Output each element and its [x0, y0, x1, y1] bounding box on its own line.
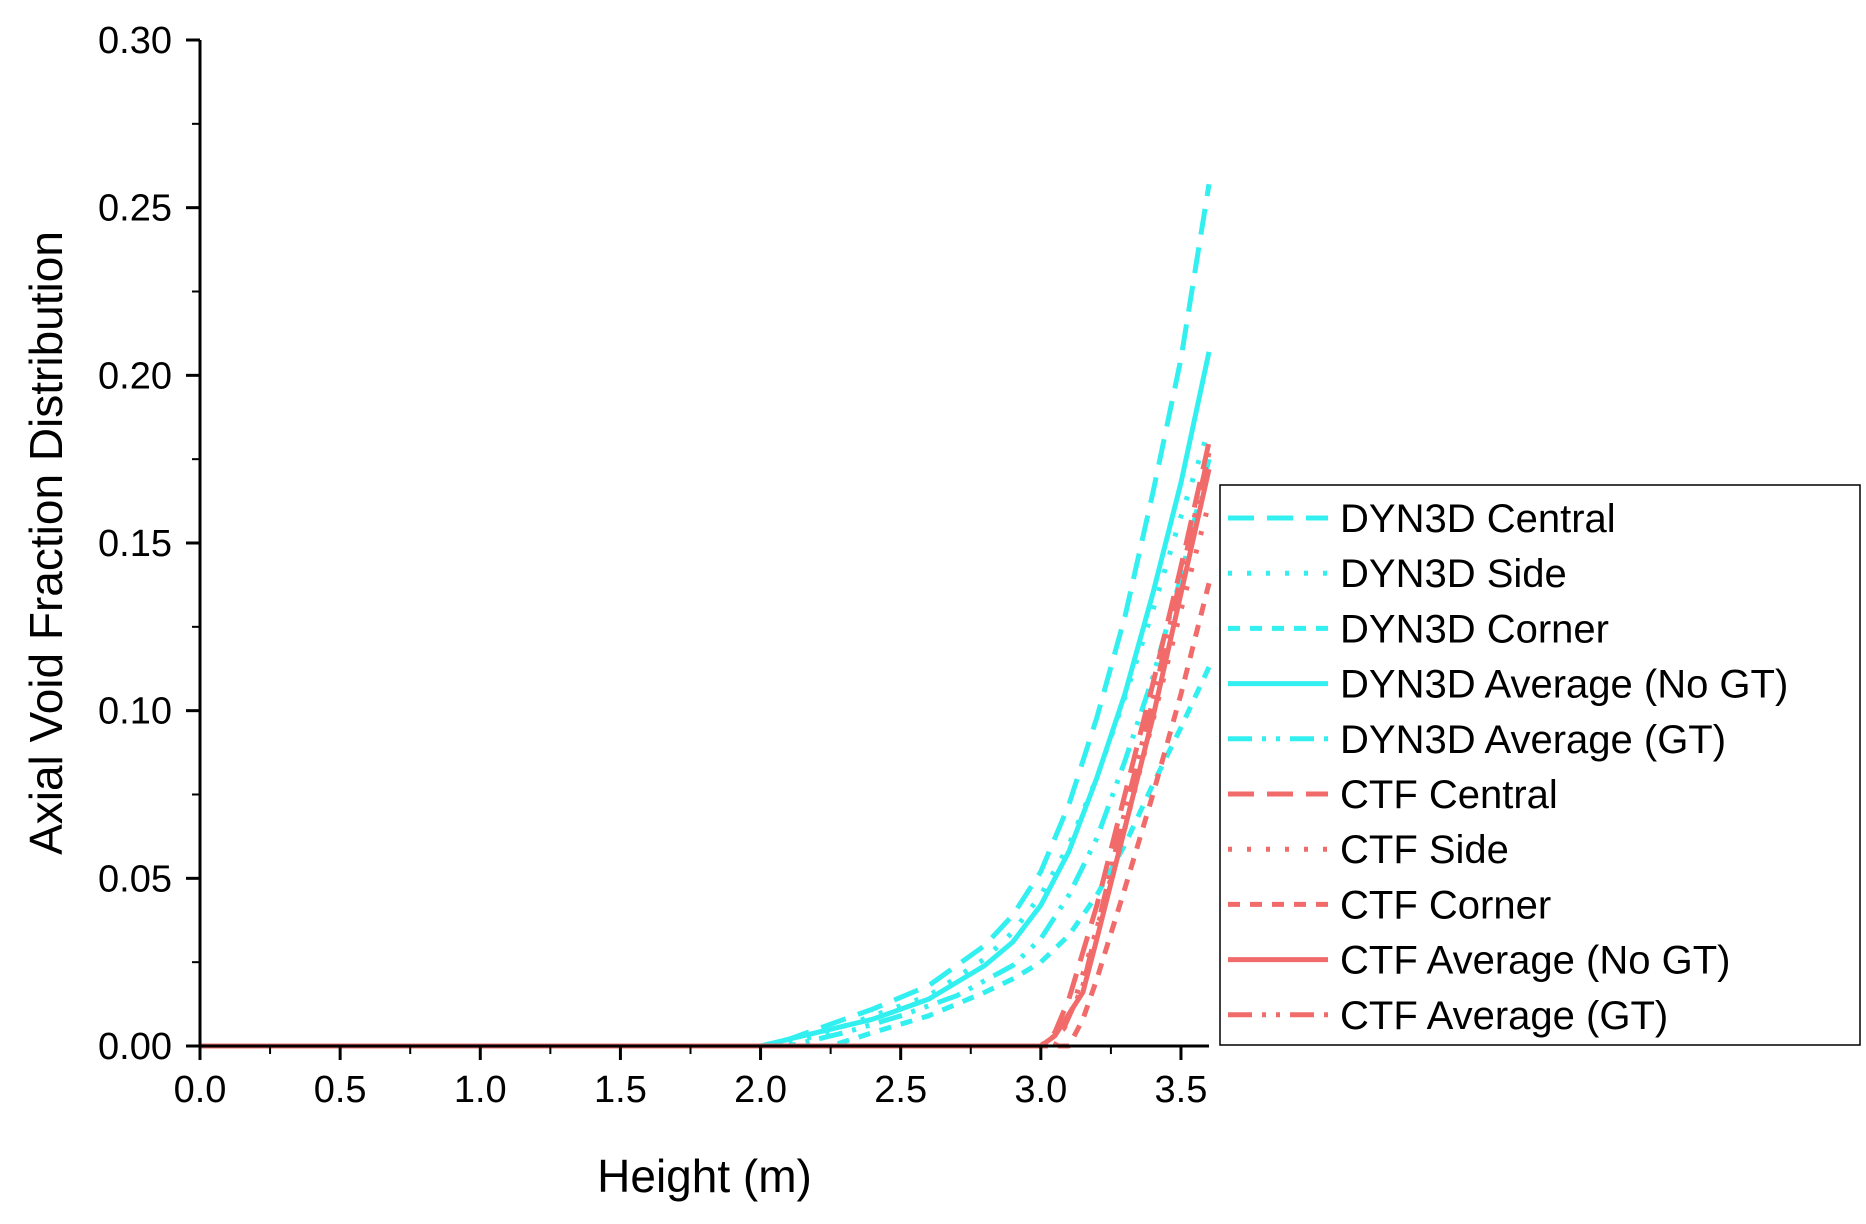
legend-label: CTF Average (No GT) — [1340, 939, 1730, 983]
series-line — [200, 666, 1212, 1049]
legend: DYN3D Central DYN3D Side DYN3D Corner DYN3D… — [1219, 484, 1861, 1046]
x-axis-ticks: 0.0 0.5 1.0 1.5 2.0 2.5 3.0 3.5 — [174, 1046, 1208, 1111]
legend-label: DYN3D Average (No GT) — [1340, 663, 1788, 707]
x-tick-label: 2.0 — [734, 1069, 787, 1111]
x-tick-label: 2.5 — [874, 1069, 927, 1111]
y-tick-label: 0.00 — [98, 1026, 172, 1068]
y-tick-label: 0.10 — [98, 691, 172, 733]
series-line — [200, 428, 1212, 1049]
y-tick-label: 0.15 — [98, 523, 172, 565]
x-tick-label: 1.5 — [594, 1069, 647, 1111]
legend-label: DYN3D Side — [1340, 552, 1567, 596]
series-line — [200, 458, 1212, 1049]
legend-label: CTF Central — [1340, 773, 1558, 817]
y-tick-label: 0.20 — [98, 355, 172, 397]
legend-label: DYN3D Corner — [1340, 607, 1609, 651]
y-tick-label: 0.05 — [98, 858, 172, 900]
y-axis-title: Axial Void Fraction Distribution — [20, 231, 72, 855]
legend-label: CTF Average (GT) — [1340, 994, 1668, 1038]
plot-area — [200, 183, 1212, 1049]
x-axis-title: Height (m) — [597, 1150, 812, 1202]
series-line — [200, 451, 1212, 1049]
y-tick-label: 0.25 — [98, 188, 172, 230]
legend-label: CTF Corner — [1340, 883, 1551, 927]
x-tick-label: 0.5 — [314, 1069, 367, 1111]
axes: 0.0 0.5 1.0 1.5 2.0 2.5 3.0 3.5 0.00 0.05 0.10 0.1… — [98, 20, 1209, 1111]
legend-label: CTF Side — [1340, 828, 1509, 872]
series-line — [200, 441, 1212, 1049]
y-tick-label: 0.30 — [98, 20, 172, 62]
y-axis-ticks: 0.00 0.05 0.10 0.15 0.20 0.25 0.30 — [98, 20, 200, 1068]
series-line — [200, 502, 1212, 1049]
legend-label: DYN3D Average (GT) — [1340, 718, 1726, 762]
series-line — [200, 183, 1212, 1049]
series-line — [200, 351, 1212, 1049]
series-line — [200, 468, 1212, 1049]
x-tick-label: 3.0 — [1014, 1069, 1067, 1111]
x-tick-label: 3.5 — [1155, 1069, 1208, 1111]
legend-box — [1219, 484, 1861, 1046]
series-line — [200, 582, 1212, 1049]
x-tick-label: 0.0 — [174, 1069, 227, 1111]
x-tick-label: 1.0 — [454, 1069, 507, 1111]
legend-label: DYN3D Central — [1340, 497, 1616, 541]
